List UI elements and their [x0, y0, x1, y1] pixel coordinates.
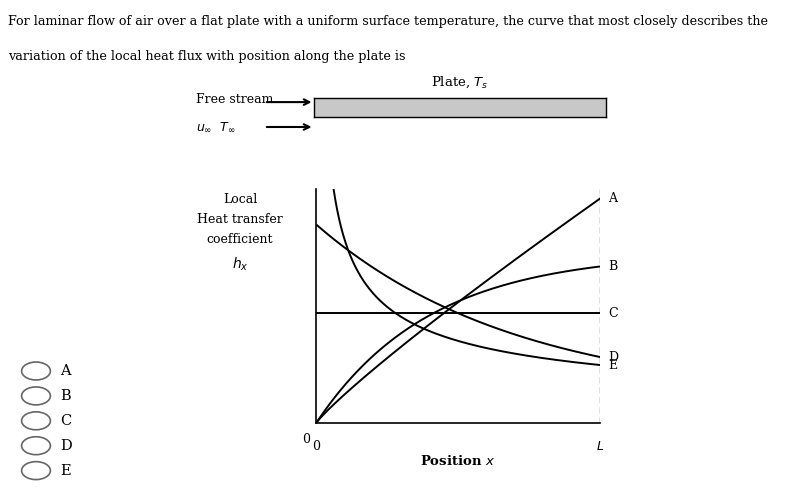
Text: Local: Local — [223, 193, 257, 206]
Text: Free stream: Free stream — [196, 93, 274, 106]
Text: D: D — [609, 351, 618, 364]
Text: A: A — [60, 364, 70, 378]
Text: E: E — [609, 359, 618, 372]
Text: Position $x$: Position $x$ — [420, 454, 496, 468]
Text: For laminar flow of air over a flat plate with a uniform surface temperature, th: For laminar flow of air over a flat plat… — [8, 15, 768, 28]
Text: C: C — [609, 307, 618, 320]
Text: Plate, $T_s$: Plate, $T_s$ — [431, 74, 489, 90]
Text: B: B — [609, 260, 618, 273]
Text: C: C — [60, 414, 71, 428]
Text: 0: 0 — [312, 440, 320, 453]
Text: variation of the local heat flux with position along the plate is: variation of the local heat flux with po… — [8, 50, 406, 63]
Text: A: A — [609, 192, 618, 205]
Text: Heat transfer: Heat transfer — [197, 213, 283, 226]
Text: coefficient: coefficient — [206, 233, 274, 246]
Text: $h_x$: $h_x$ — [232, 255, 248, 272]
Text: D: D — [60, 439, 72, 453]
Text: B: B — [60, 389, 70, 403]
Text: E: E — [60, 464, 70, 478]
Text: $u_\infty$  $T_\infty$: $u_\infty$ $T_\infty$ — [196, 121, 235, 133]
Text: $L$: $L$ — [596, 440, 604, 453]
Text: 0: 0 — [302, 433, 310, 446]
